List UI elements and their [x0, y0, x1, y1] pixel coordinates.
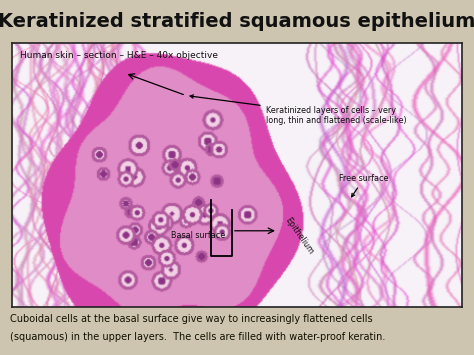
Text: Epithelium: Epithelium — [283, 216, 315, 256]
Text: Free surface: Free surface — [339, 174, 389, 197]
Text: Cuboidal cells at the basal surface give way to increasingly flattened cells: Cuboidal cells at the basal surface give… — [10, 314, 373, 324]
Text: Human skin – section – H&E – 40x objective: Human skin – section – H&E – 40x objecti… — [20, 51, 219, 60]
Text: Basal surface: Basal surface — [171, 231, 225, 240]
Text: Keratinized stratified squamous epithelium: Keratinized stratified squamous epitheli… — [0, 12, 474, 32]
Text: Keratinized layers of cells – very
long, thin and flattened (scale-like): Keratinized layers of cells – very long,… — [190, 95, 406, 125]
Text: (squamous) in the upper layers.  The cells are filled with water-proof keratin.: (squamous) in the upper layers. The cell… — [10, 332, 386, 342]
